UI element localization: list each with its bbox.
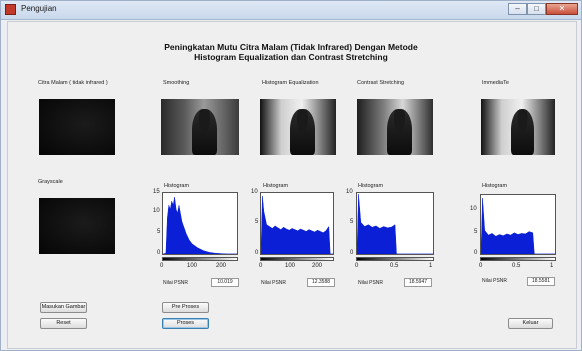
contrast-image <box>357 99 433 155</box>
y-tick: 10 <box>346 189 353 195</box>
contrast-label: Contrast Stretching <box>357 80 405 86</box>
reset-button[interactable]: Reset <box>40 318 87 329</box>
person-figure <box>290 109 315 155</box>
y-tick: 5 <box>474 229 478 235</box>
y-tick: 5 <box>255 219 259 225</box>
person-figure <box>192 109 218 155</box>
psnr-label: Nilai PSNR <box>482 278 508 284</box>
grayscale-colorbar <box>480 257 556 261</box>
histogram-svg <box>261 196 333 254</box>
x-tick: 0.5 <box>390 263 399 269</box>
figure-area <box>7 21 577 349</box>
psnr-label: Nilai PSNR <box>163 280 189 286</box>
y-tick: 15 <box>153 189 160 195</box>
x-tick: 200 <box>216 263 227 269</box>
smoothing-label: Smoothing <box>163 80 190 86</box>
histogram-area <box>357 194 433 254</box>
minimize-button[interactable]: – <box>508 3 527 15</box>
psnr-label: Nilai PSNR <box>358 280 384 286</box>
grayscale-colorbar <box>260 257 334 261</box>
x-tick: 100 <box>187 263 198 269</box>
window-title: Pengujian <box>21 4 57 13</box>
person-figure <box>387 109 412 155</box>
immediate-image <box>481 99 555 155</box>
grayscale-label: Grayscale <box>38 179 63 185</box>
original-night-image <box>39 99 115 155</box>
grayscale-colorbar <box>162 257 238 261</box>
psnr-value-field[interactable]: 12.3588 <box>307 278 335 287</box>
matlab-icon <box>5 4 16 15</box>
grayscale-colorbar <box>356 257 434 261</box>
psnr-label: Nilai PSNR <box>261 280 287 286</box>
y-tick: 0 <box>350 250 354 256</box>
y-tick: 10 <box>470 206 477 212</box>
preprocess-button[interactable]: Pre Proses <box>162 302 209 313</box>
histogram-area <box>261 196 333 254</box>
page-subtitle: Histogram Equalization dan Contrast Stre… <box>194 52 388 62</box>
grayscale-image <box>39 198 115 254</box>
x-tick: 1 <box>429 263 433 269</box>
x-tick: 0 <box>479 263 483 269</box>
x-tick: 0.5 <box>512 263 521 269</box>
x-tick: 0 <box>355 263 359 269</box>
exit-button[interactable]: Keluar <box>508 318 553 329</box>
histogram-area <box>481 197 555 254</box>
y-tick: 10 <box>251 189 258 195</box>
page-title: Peningkatan Mutu Citra Malam (Tidak Infr… <box>164 42 418 52</box>
y-tick: 0 <box>474 250 478 256</box>
smoothing-image <box>161 99 239 155</box>
x-tick: 100 <box>285 263 296 269</box>
histogram-title: Histogram <box>482 183 508 189</box>
histogram-plot <box>356 192 434 255</box>
hist-eq-image <box>260 99 336 155</box>
x-tick: 0 <box>160 263 164 269</box>
process-button[interactable]: Proses <box>162 318 209 329</box>
histogram-plot <box>260 192 334 255</box>
histogram-svg <box>481 197 555 254</box>
psnr-value-field[interactable]: 10.019 <box>211 278 239 287</box>
histogram-svg <box>357 194 433 254</box>
close-button[interactable]: ✕ <box>546 3 578 15</box>
histogram-svg <box>163 197 237 254</box>
histogram-title: Histogram <box>358 183 384 189</box>
title-bar: Pengujian – □ ✕ <box>1 1 581 20</box>
histogram-plot <box>162 192 238 255</box>
histogram-title: Histogram <box>164 183 190 189</box>
psnr-value-field[interactable]: 18.5581 <box>527 277 555 286</box>
y-tick: 5 <box>157 229 161 235</box>
load-image-button[interactable]: Masukan Gambar <box>40 302 87 313</box>
maximize-button[interactable]: □ <box>527 3 546 15</box>
x-tick: 1 <box>550 263 554 269</box>
psnr-value-field[interactable]: 18.5947 <box>404 278 432 287</box>
person-figure <box>510 109 535 155</box>
hist-eq-label: Histogram Equalization <box>262 80 319 86</box>
y-tick: 0 <box>157 250 161 256</box>
histogram-area <box>163 197 237 254</box>
y-tick: 5 <box>350 219 354 225</box>
histogram-title: Histogram <box>263 183 289 189</box>
y-tick: 0 <box>255 250 259 256</box>
x-tick: 0 <box>259 263 263 269</box>
original-image-label: Citra Malam ( tidak infrared ) <box>38 80 108 86</box>
histogram-plot <box>480 194 556 255</box>
immediate-label: ImmediaTe <box>482 80 509 86</box>
x-tick: 200 <box>312 263 323 269</box>
y-tick: 10 <box>153 208 160 214</box>
